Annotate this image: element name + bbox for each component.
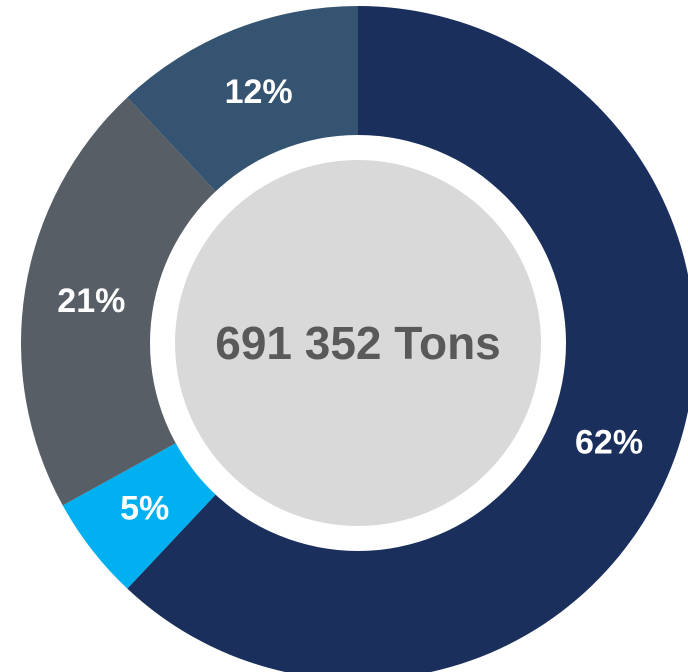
slice-label-1: 5% xyxy=(120,489,169,527)
slice-label-2: 21% xyxy=(57,282,125,320)
slice-label-0: 62% xyxy=(575,423,643,461)
donut-center-circle xyxy=(175,160,541,526)
center-total-label: 691 352 Tons xyxy=(215,317,501,369)
slice-label-3: 12% xyxy=(225,73,293,111)
slice-labels: 62% 5% 21% 12% xyxy=(57,73,643,528)
